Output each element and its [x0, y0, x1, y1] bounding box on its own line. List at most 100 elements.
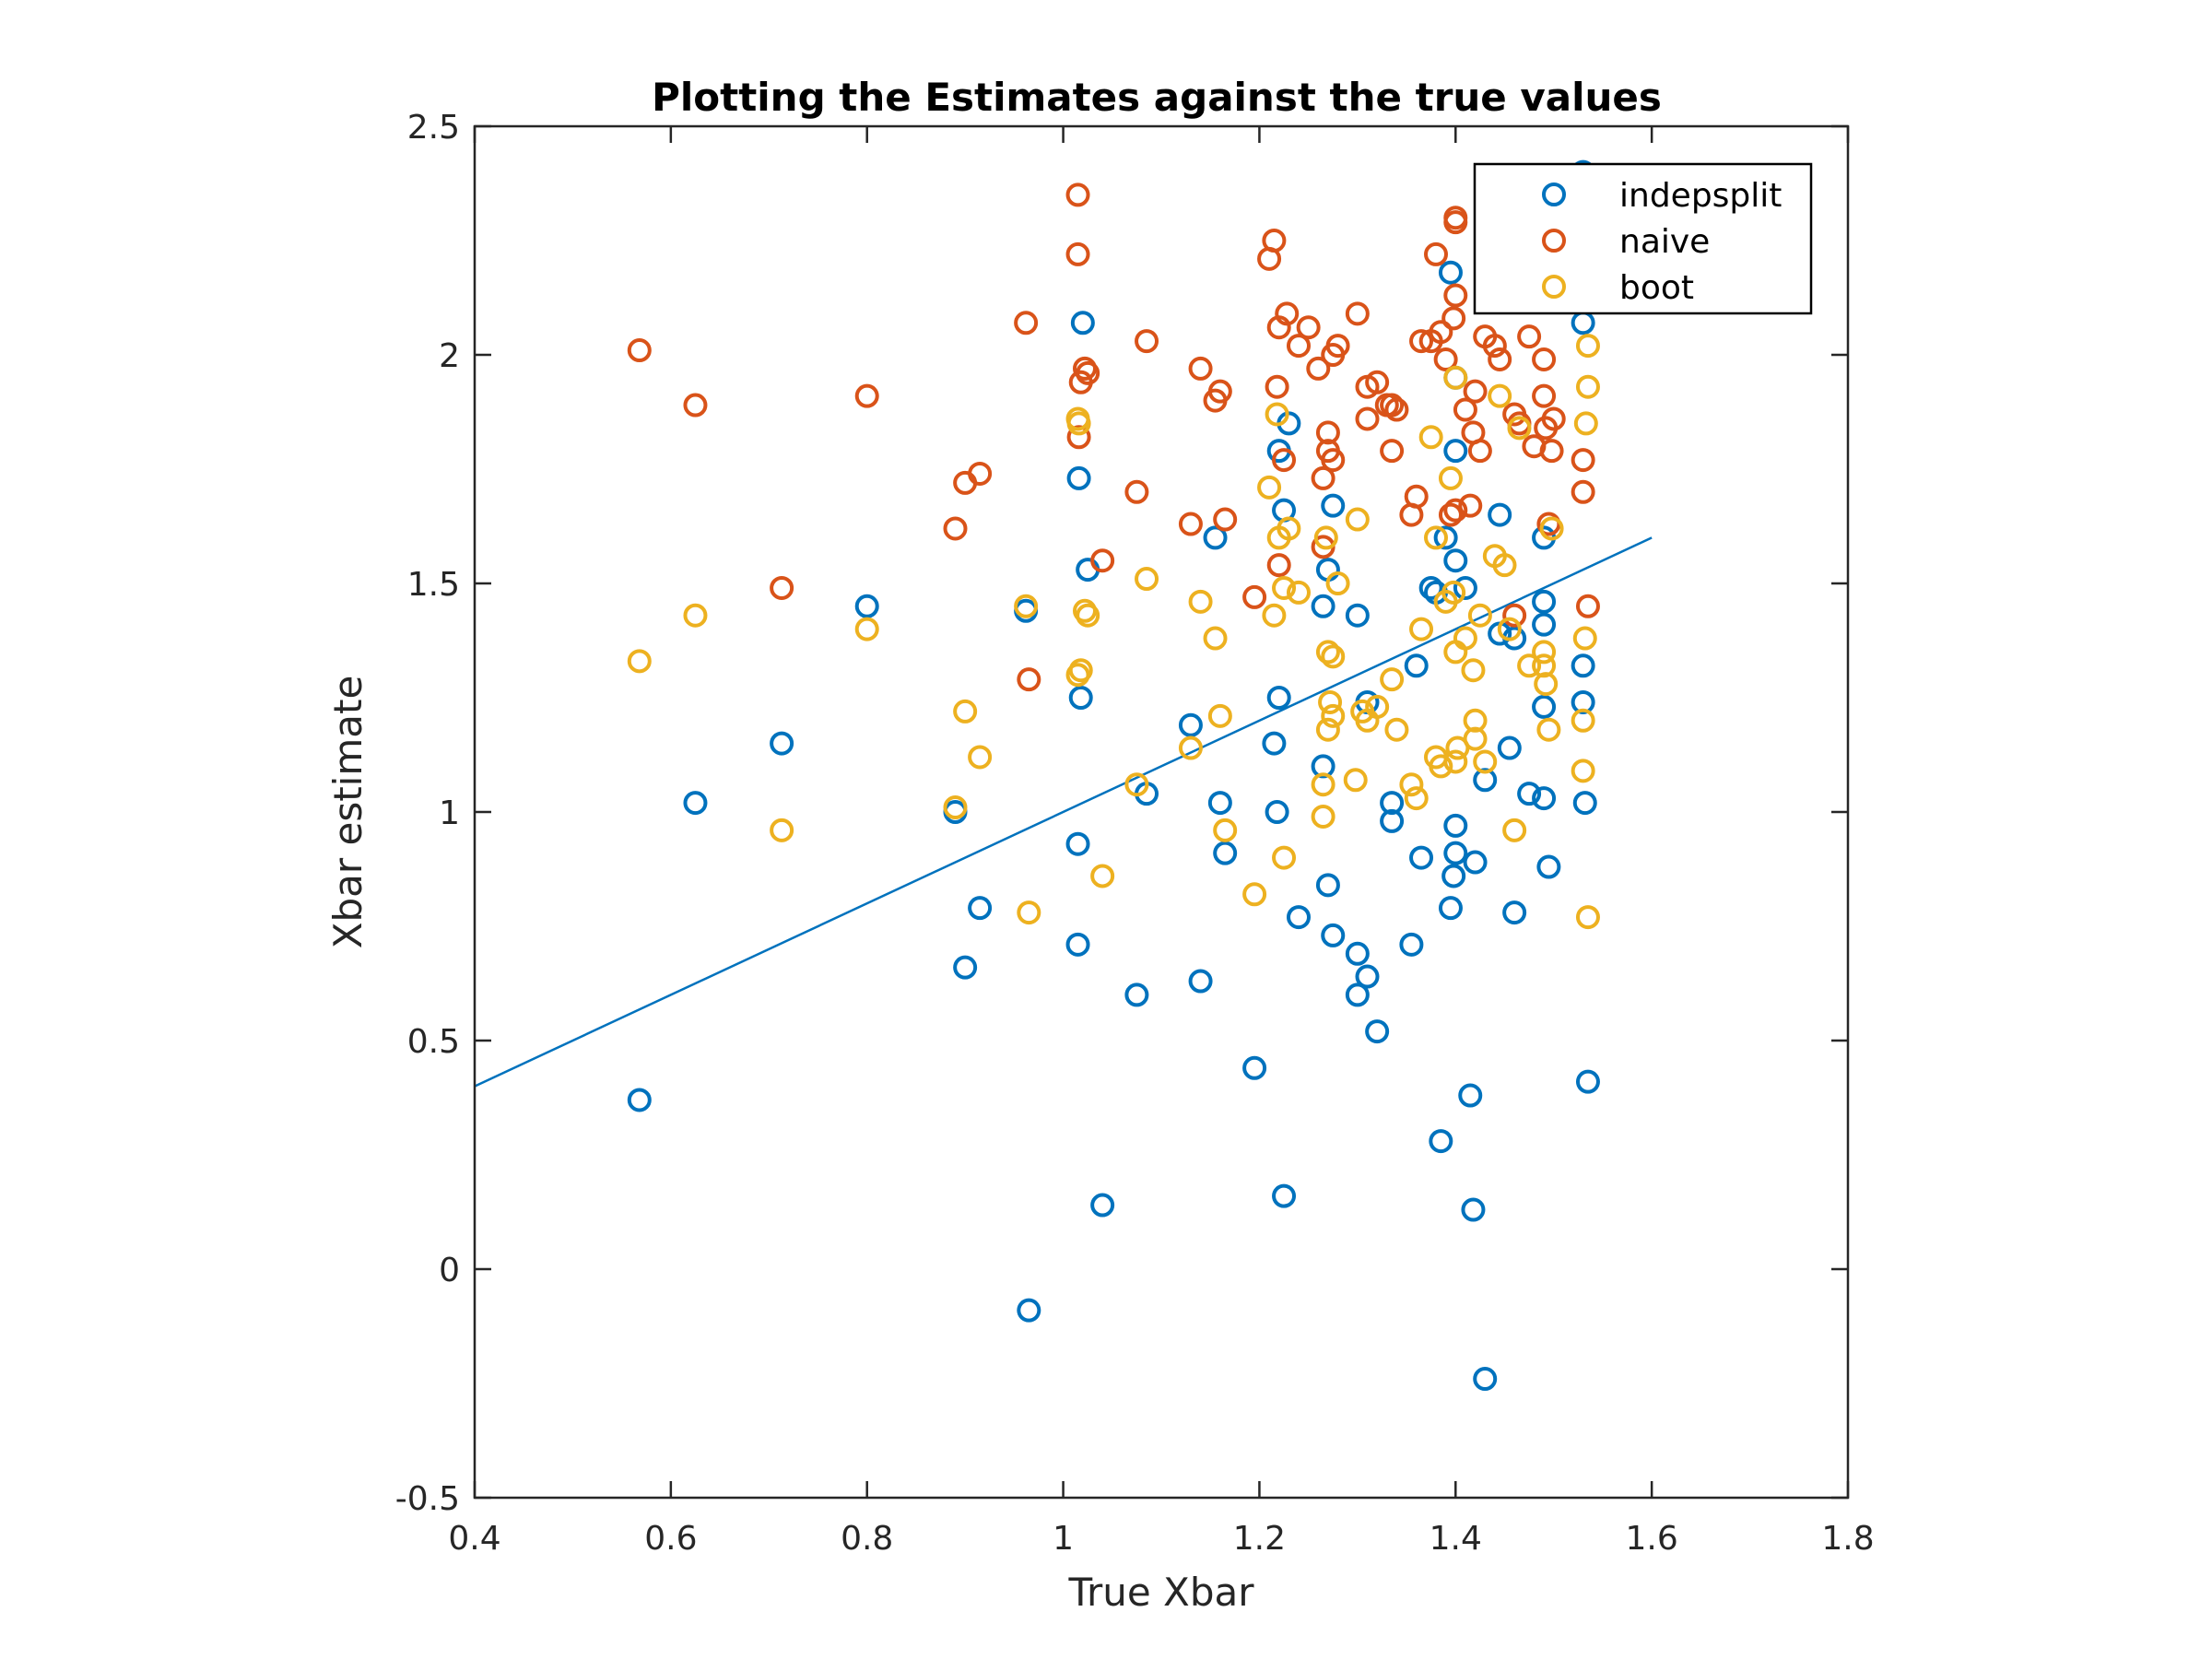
indepsplit-point [1532, 612, 1557, 637]
naive-point [1532, 347, 1557, 371]
boot-point [1090, 864, 1115, 888]
indepsplit-point [1536, 854, 1561, 879]
indepsplit-point [1575, 1069, 1600, 1094]
indepsplit-point [1380, 791, 1405, 816]
indepsplit-point [1321, 923, 1346, 947]
boot-point [1076, 603, 1100, 628]
x-tick-label: 1 [1053, 1520, 1074, 1558]
boot-point [1453, 626, 1477, 651]
boot-point [1443, 365, 1468, 390]
indepsplit-point [1207, 791, 1232, 816]
boot-point [1178, 735, 1203, 760]
boot-point [1517, 653, 1542, 678]
indepsplit-point [1124, 982, 1149, 1007]
boot-point [1311, 804, 1335, 829]
naive-point [1135, 329, 1159, 354]
boot-point [1207, 703, 1232, 728]
indepsplit-point [1287, 905, 1311, 930]
naive-point [1575, 594, 1600, 618]
indepsplit-point [1272, 1183, 1297, 1208]
indepsplit-point [627, 1088, 652, 1112]
boot-point [1443, 749, 1468, 774]
naive-point [1441, 306, 1466, 331]
boot-point [1384, 717, 1409, 742]
naive-point [1443, 206, 1468, 230]
boot-point [1203, 626, 1228, 651]
y-tick-label: 1.5 [407, 566, 460, 604]
naive-point [1443, 283, 1468, 308]
indepsplit-point [1502, 900, 1527, 925]
boot-point [1532, 640, 1557, 665]
indepsplit-point [1517, 782, 1542, 806]
indepsplit-point [1321, 493, 1346, 518]
boot-point [1404, 786, 1429, 811]
naive-point [1433, 347, 1458, 371]
boot-point [1262, 603, 1287, 628]
naive-point [1213, 507, 1238, 532]
indepsplit-point [1473, 768, 1498, 793]
naive-point [1539, 439, 1564, 464]
naive-point [627, 338, 652, 363]
naive-point [683, 393, 708, 418]
indepsplit-point [1488, 502, 1512, 527]
y-tick-label: 0 [439, 1252, 460, 1289]
boot-point [1572, 626, 1597, 651]
naive-point [1321, 448, 1346, 473]
indepsplit-point [1458, 1083, 1483, 1108]
boot-point [1265, 402, 1289, 427]
indepsplit-point [1443, 439, 1468, 464]
naive-point [1014, 311, 1039, 335]
indepsplit-point [953, 955, 978, 980]
indepsplit-point [683, 791, 708, 816]
x-tick-label: 1.8 [1821, 1520, 1874, 1558]
indepsplit-point [1345, 941, 1370, 966]
boot-point [1124, 772, 1149, 797]
naive-point [1482, 334, 1507, 359]
naive-point [1404, 484, 1429, 509]
indepsplit-point [1571, 689, 1595, 714]
y-tick-label: 0.5 [407, 1023, 460, 1061]
naive-point [1467, 439, 1492, 464]
boot-point [943, 795, 968, 820]
indepsplit-point [1429, 1129, 1453, 1154]
boot-point [1014, 594, 1039, 618]
y-tick-labels: -0.5 0 0.5 1 1.5 2 2.5 [395, 109, 460, 1518]
naive-point [1066, 425, 1091, 450]
naive-point [1458, 493, 1483, 518]
boot-point [1571, 759, 1595, 783]
boot-point [627, 649, 652, 674]
indepsplit-point [1311, 594, 1335, 618]
boot-point [1575, 905, 1600, 930]
naive-point [1429, 320, 1453, 345]
x-tick-label: 0.4 [448, 1520, 500, 1558]
indepsplit-point [1345, 982, 1370, 1007]
indepsplit-point [1345, 603, 1370, 628]
boot-point [1017, 900, 1041, 925]
naive-point [1365, 370, 1390, 394]
indepsplit-point [1213, 841, 1238, 865]
boot-point [770, 818, 794, 842]
boot-point [1539, 516, 1564, 541]
x-tick-label: 0.6 [644, 1520, 697, 1558]
boot-point [1502, 818, 1527, 842]
boot-point [1409, 617, 1434, 641]
boot-point [1473, 749, 1498, 774]
indepsplit-point [770, 731, 794, 756]
boot-point [1272, 845, 1297, 870]
boot-point [1507, 416, 1532, 441]
indepsplit-point [1017, 1298, 1041, 1323]
naive-point [1306, 356, 1331, 381]
plot-area [475, 126, 1848, 1498]
naive-point [1325, 334, 1350, 359]
indepsplit-point [1070, 311, 1095, 335]
indepsplit-point [1433, 525, 1458, 550]
indepsplit-point [1365, 1019, 1390, 1044]
y-tick-label: 1 [439, 794, 460, 832]
naive-point [1124, 479, 1149, 504]
legend-marker-indepsplit [1542, 182, 1566, 206]
boot-point [968, 745, 993, 770]
naive-point [1355, 406, 1380, 431]
chart-title: Plotting the Estimates against the true … [652, 75, 1662, 120]
naive-point [1207, 379, 1232, 404]
indepsplit-point [1532, 589, 1557, 614]
